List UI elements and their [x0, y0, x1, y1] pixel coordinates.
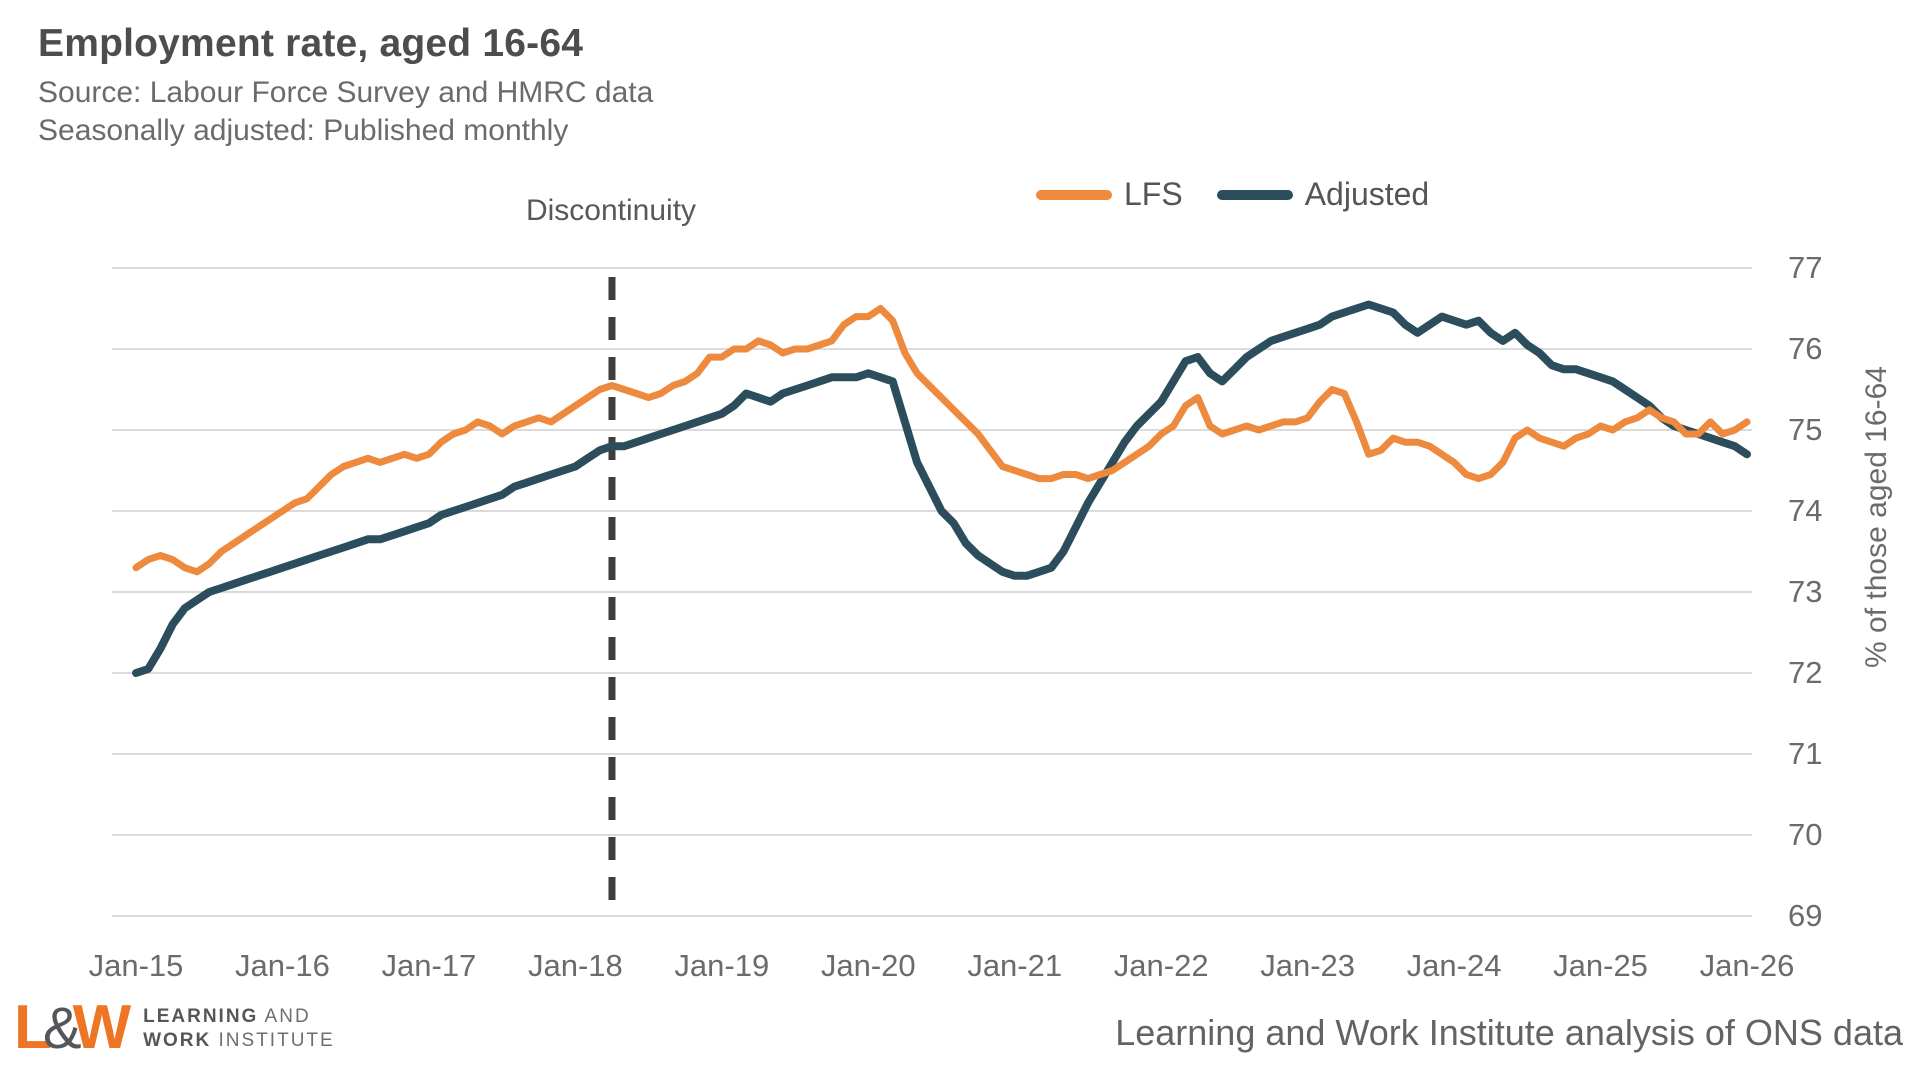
x-tick-label-Jan-16: Jan-16 — [235, 948, 330, 983]
y-tick-label-77: 77 — [1788, 250, 1823, 285]
y-tick-label-69: 69 — [1788, 898, 1823, 933]
adjusted-line-swatch-icon — [1216, 189, 1293, 200]
x-tick-label-Jan-17: Jan-17 — [381, 948, 477, 983]
page-title: Employment rate, aged 16-64 — [38, 22, 584, 65]
logo-wordmark: LEARNING AND WORK INSTITUTE — [143, 1006, 335, 1052]
employment-rate-line-chart — [112, 267, 1752, 917]
x-tick-label-Jan-24: Jan-24 — [1406, 948, 1502, 983]
lw-logo-mark: L&W — [14, 993, 131, 1062]
x-tick-label-Jan-26: Jan-26 — [1699, 948, 1795, 983]
x-tick-label-Jan-20: Jan-20 — [820, 948, 916, 983]
chart-source-subtitle: Source: Labour Force Survey and HMRC dat… — [38, 76, 654, 109]
analysis-credit-text: Learning and Work Institute analysis of … — [1115, 1012, 1903, 1053]
y-tick-label-70: 70 — [1788, 817, 1823, 852]
legend-label-adjusted: Adjusted — [1304, 176, 1430, 212]
y-tick-label-73: 73 — [1788, 574, 1823, 609]
y-tick-label-71: 71 — [1788, 736, 1823, 771]
x-tick-label-Jan-23: Jan-23 — [1260, 948, 1356, 983]
legend-label-lfs: LFS — [1124, 176, 1183, 212]
chart-adjustment-subtitle: Seasonally adjusted: Published monthly — [38, 114, 569, 147]
lfs-series-line — [132, 305, 1751, 576]
x-tick-label-Jan-21: Jan-21 — [967, 948, 1063, 983]
x-tick-label-Jan-19: Jan-19 — [674, 948, 770, 983]
x-tick-label-Jan-22: Jan-22 — [1113, 948, 1209, 983]
x-tick-label-Jan-25: Jan-25 — [1553, 948, 1648, 983]
lfs-line-swatch-icon — [1036, 189, 1112, 200]
ampersand-glyph: & — [42, 996, 82, 1061]
legend-item-adjusted: Adjusted — [1216, 176, 1430, 213]
logo-line-2: WORK INSTITUTE — [143, 1029, 335, 1051]
discontinuity-annotation-label: Discontinuity — [525, 194, 697, 227]
x-tick-label-Jan-18: Jan-18 — [527, 948, 623, 983]
y-tick-label-75: 75 — [1788, 412, 1823, 447]
y-tick-label-76: 76 — [1788, 331, 1823, 366]
y-tick-label-72: 72 — [1788, 655, 1823, 690]
x-tick-label-Jan-15: Jan-15 — [88, 948, 184, 983]
logo-line-1: LEARNING AND — [143, 1005, 311, 1027]
adjusted-series-line — [132, 300, 1751, 677]
learning-and-work-institute-logo: L&W LEARNING AND WORK INSTITUTE — [14, 993, 335, 1062]
y-tick-label-74: 74 — [1788, 493, 1823, 528]
chart-legend: LFS Adjusted — [1036, 176, 1429, 213]
legend-item-lfs: LFS — [1036, 176, 1183, 213]
y-axis-title: % of those aged 16-64 — [1860, 366, 1893, 668]
